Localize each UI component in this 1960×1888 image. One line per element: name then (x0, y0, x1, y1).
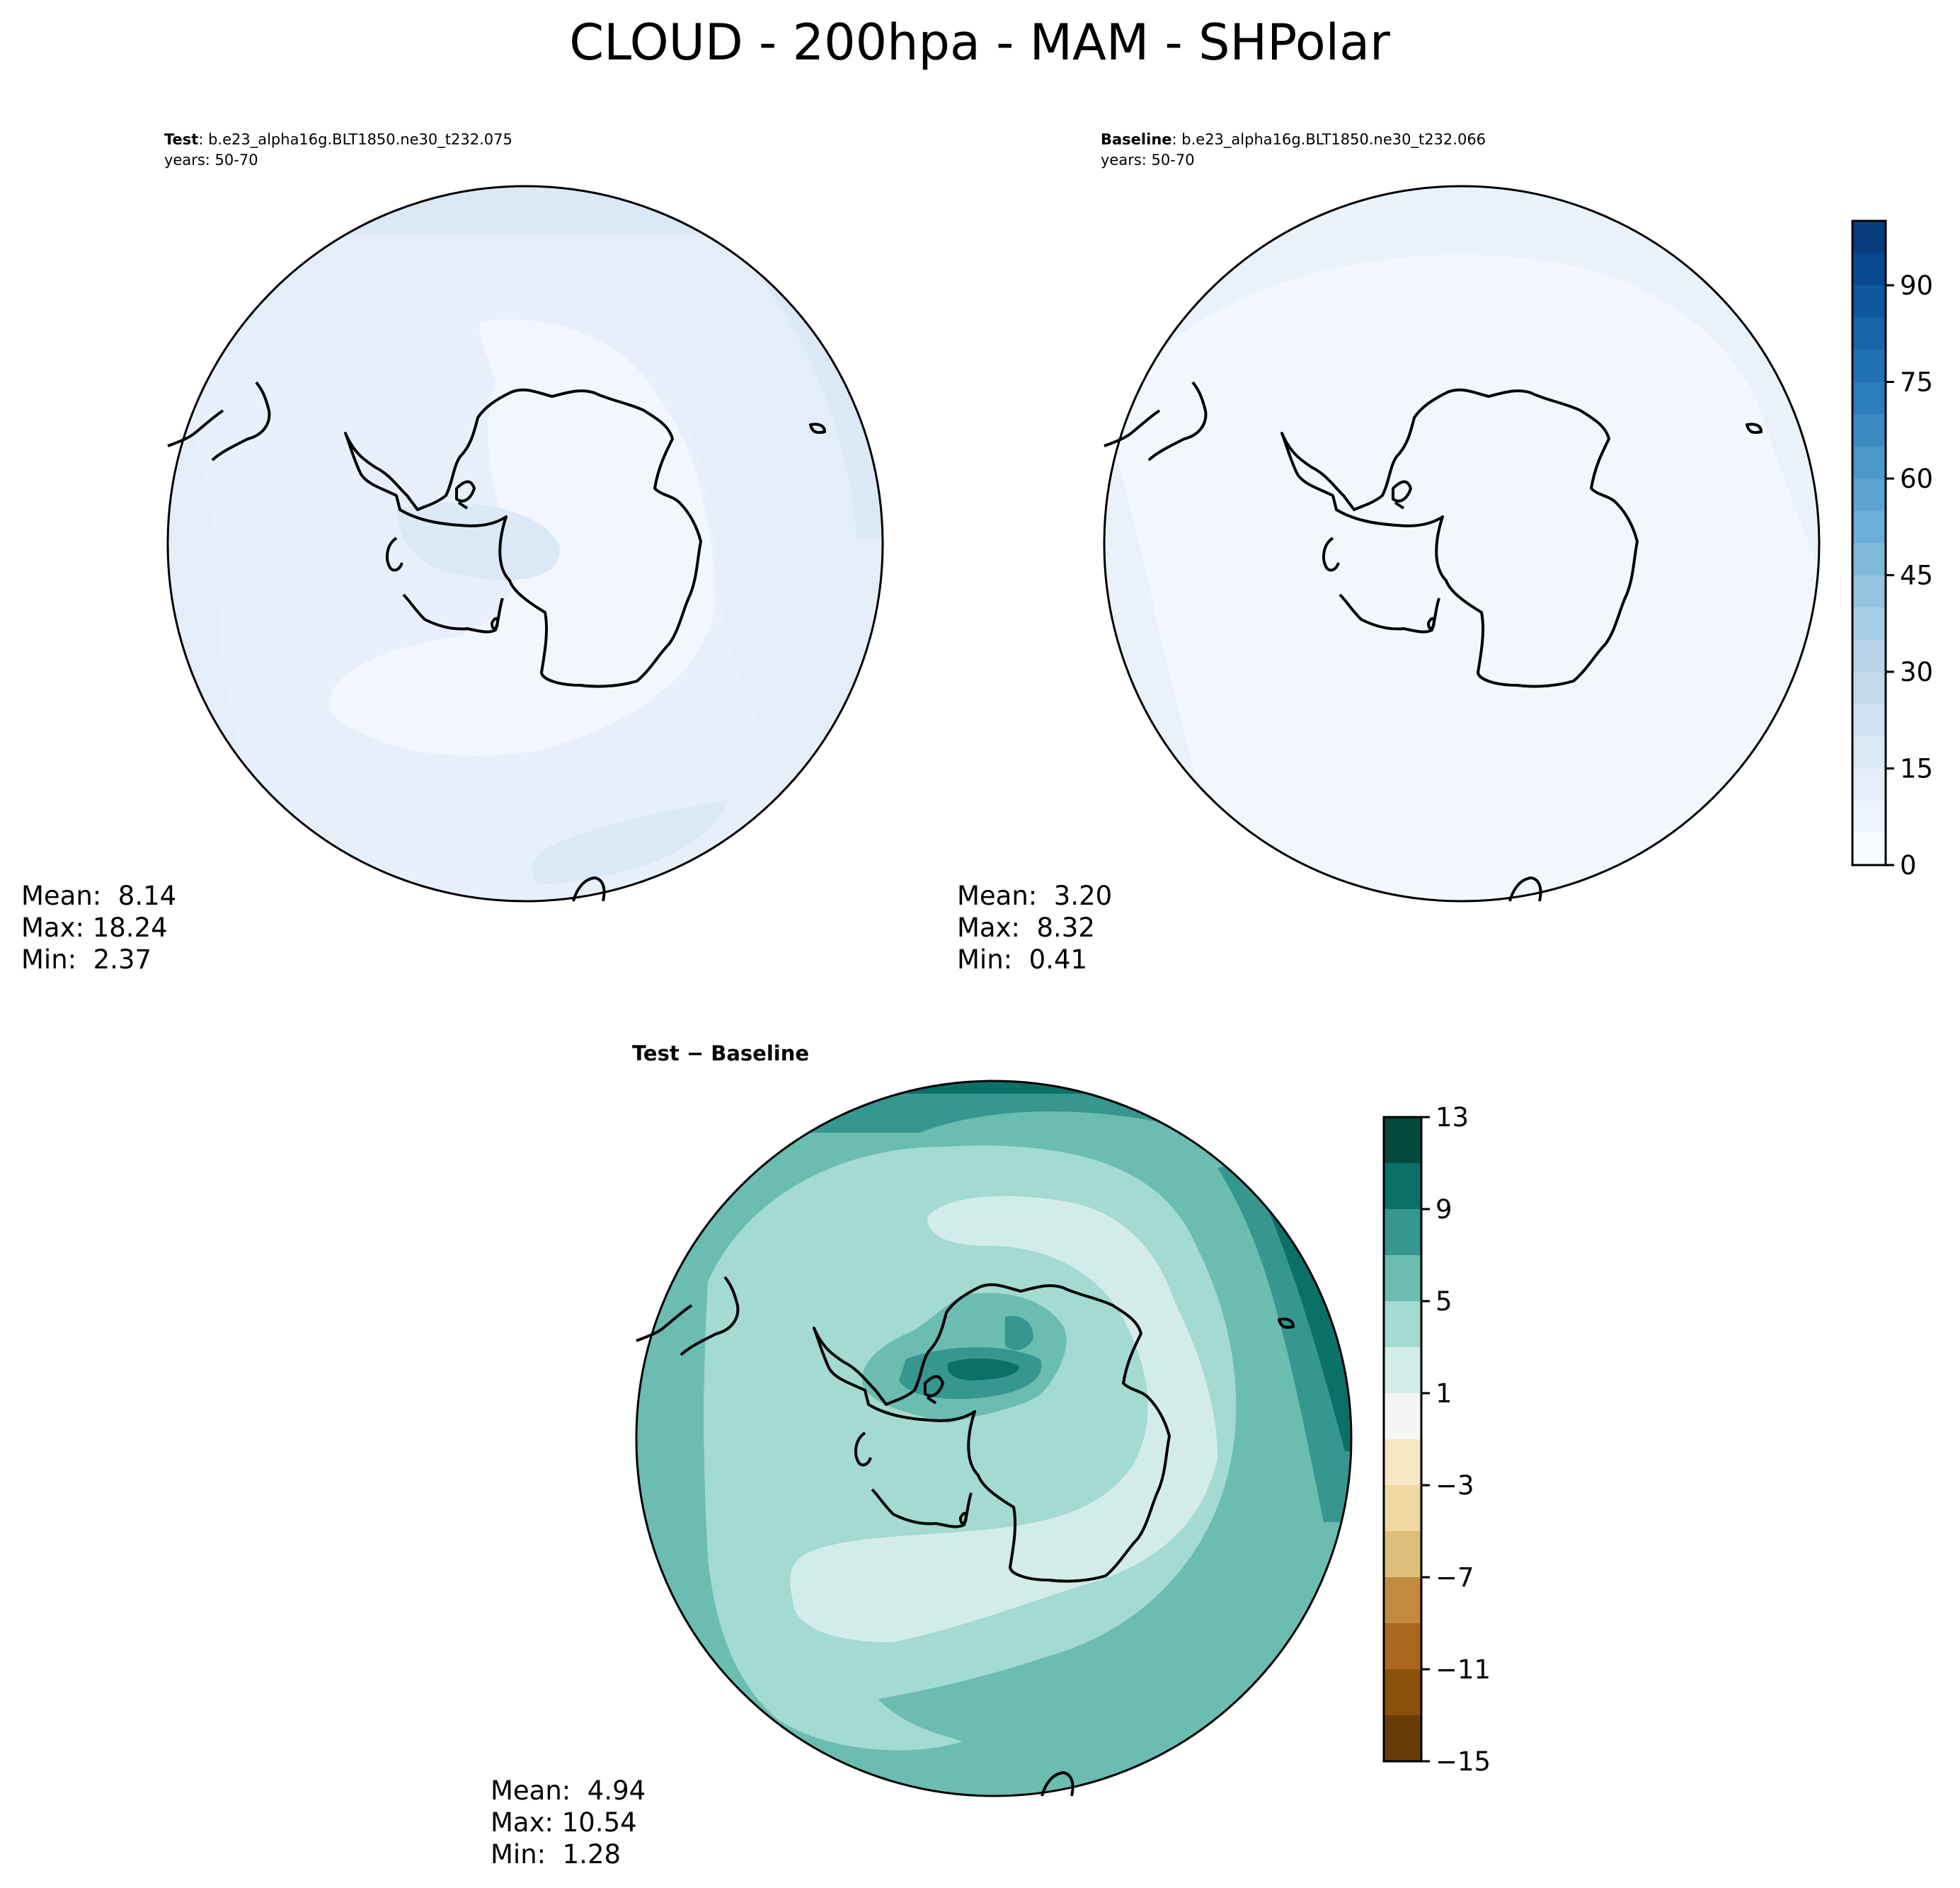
colorbar-blues-segment (1852, 510, 1886, 543)
colorbar-brbg-segment (1384, 1577, 1421, 1623)
panel-test-coastlines (167, 381, 826, 902)
panel-test-label: Test: b.e23_alpha16g.BLT1850.ne30_t232.0… (164, 131, 512, 149)
panel-test-boundary (166, 185, 884, 903)
colorbar-blues-tick-label: 15 (1900, 754, 1933, 784)
panel-test-label-rest: : b.e23_alpha16g.BLT1850.ne30_t232.075 (198, 131, 512, 149)
panel-baseline-label-bold: Baseline (1101, 131, 1172, 148)
colorbar-brbg: −15 −11 −7 −3 1 5 9 13 (1382, 1102, 1491, 1777)
colorbar-blues-segment (1852, 575, 1886, 607)
colorbar-blues-segment (1852, 704, 1886, 736)
colorbar-blues-frame (1851, 219, 1887, 866)
colorbar-blues-segment (1852, 414, 1886, 447)
colorbar-blues-tick-label: 30 (1900, 657, 1933, 687)
colorbar-brbg-segment (1384, 1715, 1421, 1761)
panel-baseline-years: years: 50-70 (1101, 151, 1195, 168)
colorbar-blues-tick-label: 0 (1900, 850, 1917, 881)
colorbar-blues-segment (1852, 253, 1886, 285)
panel-test-mean: Mean: 8.14 (21, 881, 176, 911)
colorbar-brbg-segment (1384, 1623, 1421, 1669)
colorbar-brbg-segment (1384, 1117, 1421, 1163)
panel-baseline-max: Max: 8.32 (957, 912, 1095, 943)
panel-baseline-mean: Mean: 3.20 (957, 881, 1112, 911)
panel-baseline-label: Baseline: b.e23_alpha16g.BLT1850.ne30_t2… (1101, 131, 1486, 149)
colorbar-brbg-tick-label: −3 (1435, 1470, 1474, 1501)
panel-baseline-field (1104, 186, 1819, 901)
colorbar-brbg-tick-label: −11 (1435, 1654, 1491, 1685)
colorbar-blues-tick-label: 90 (1900, 270, 1933, 301)
colorbar-blues-segment (1852, 768, 1886, 801)
colorbar-blues: 0 15 30 45 60 75 90 (1851, 219, 1933, 881)
panel-test-label-bold: Test (164, 131, 198, 148)
colorbar-brbg-tick-label: 1 (1435, 1378, 1452, 1409)
colorbar-brbg-segment (1384, 1439, 1421, 1485)
colorbar-brbg-segment (1384, 1393, 1421, 1439)
colorbar-brbg-segment (1384, 1669, 1421, 1715)
colorbar-brbg-segment (1384, 1485, 1421, 1531)
colorbar-blues-segment (1852, 833, 1886, 865)
colorbar-brbg-segment (1384, 1531, 1421, 1577)
figure-title: CLOUD - 200hpa - MAM - SHPolar (569, 13, 1390, 71)
panel-test-max: Max: 18.24 (21, 912, 168, 943)
colorbar-brbg-tick-label: 5 (1435, 1286, 1452, 1317)
colorbar-brbg-frame (1382, 1116, 1423, 1763)
colorbar-blues-segment (1852, 479, 1886, 511)
panel-baseline-min: Min: 0.41 (957, 944, 1087, 975)
colorbar-brbg-tick-label: −7 (1435, 1562, 1474, 1593)
panel-difference-max: Max: 10.54 (491, 1807, 637, 1838)
colorbar-blues-segment (1852, 543, 1886, 576)
colorbar-blues-segment (1852, 446, 1886, 479)
panel-test-years: years: 50-70 (164, 151, 258, 168)
colorbar-blues-segment (1852, 317, 1886, 350)
colorbar-brbg-segment (1384, 1209, 1421, 1255)
colorbar-blues-segment (1852, 736, 1886, 769)
colorbar-blues-tick-label: 45 (1900, 561, 1933, 591)
colorbar-brbg-tick-label: −15 (1435, 1746, 1491, 1777)
colorbar-brbg-segment (1384, 1255, 1421, 1301)
colorbar-brbg-tick-label: 9 (1435, 1194, 1452, 1225)
panel-baseline-coastlines (1104, 381, 1763, 902)
panel-difference-min: Min: 1.28 (491, 1839, 621, 1870)
colorbar-blues-segment (1852, 801, 1886, 833)
panel-baseline-boundary (1103, 185, 1821, 903)
colorbar-blues-segment (1852, 382, 1886, 414)
panel-baseline-label-rest: : b.e23_alpha16g.BLT1850.ne30_t232.066 (1172, 131, 1486, 149)
colorbar-blues-segment (1852, 607, 1886, 640)
colorbar-blues-segment (1852, 350, 1886, 382)
panel-difference-label: Test − Baseline (632, 1041, 809, 1065)
colorbar-brbg-tick-label: 13 (1435, 1102, 1469, 1133)
panel-test-min: Min: 2.37 (21, 944, 151, 975)
panel-difference-boundary (635, 1080, 1353, 1797)
panel-difference-mean: Mean: 4.94 (491, 1775, 646, 1806)
colorbar-blues-segment (1852, 221, 1886, 253)
colorbar-brbg-segment (1384, 1347, 1421, 1393)
colorbar-brbg-segment (1384, 1163, 1421, 1209)
panel-baseline: Baseline: b.e23_alpha16g.BLT1850.ne30_t2… (957, 131, 1821, 975)
colorbar-blues-tick-label: 60 (1900, 464, 1933, 494)
colorbar-blues-segment (1852, 639, 1886, 672)
panel-difference: Test − Baseline Mean: (491, 1041, 1353, 1870)
panel-difference-coastlines (636, 1276, 1295, 1797)
colorbar-blues-tick-label: 75 (1900, 367, 1933, 398)
panel-test: Test: b.e23_alpha16g.BLT1850.ne30_t232.0… (21, 131, 884, 975)
colorbar-brbg-segment (1384, 1301, 1421, 1347)
colorbar-blues-segment (1852, 285, 1886, 318)
colorbar-blues-segment (1852, 672, 1886, 704)
